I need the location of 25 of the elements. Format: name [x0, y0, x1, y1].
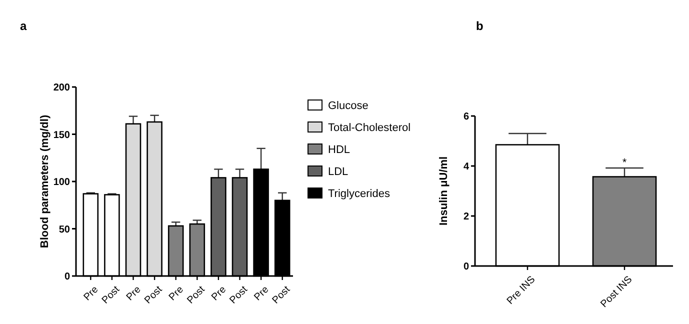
x-tick-label: Pre — [167, 284, 186, 304]
y-tick-label: 100 — [53, 177, 70, 188]
chart-title: a — [20, 19, 27, 33]
legend-label: Total-Cholesterol — [328, 122, 411, 134]
y-tick-label: 2 — [463, 212, 470, 222]
y-axis-title: Insulin μU/ml — [438, 156, 450, 226]
legend-label: Triglycerides — [328, 188, 390, 200]
legend-label: Glucose — [328, 100, 368, 112]
y-tick-label: 150 — [53, 130, 70, 141]
y-tick-label: 0 — [463, 262, 470, 272]
y-tick-label: 50 — [58, 224, 70, 236]
annotation: * — [622, 157, 628, 169]
y-tick-label: 6 — [463, 112, 470, 122]
y-tick-label: 200 — [53, 82, 70, 94]
chart-title: b — [476, 19, 484, 33]
x-tick-label: Pre — [210, 284, 229, 304]
y-tick-label: 0 — [64, 272, 70, 282]
legend-label: HDL — [328, 144, 350, 156]
y-tick-label: 4 — [463, 162, 470, 172]
y-axis-title: Blood parameters (mg/dl) — [39, 114, 51, 248]
legend-label: LDL — [328, 166, 348, 178]
x-tick-label: Pre — [82, 284, 102, 304]
x-tick-label: Pre INS — [505, 274, 538, 307]
x-tick-label: Pre — [252, 284, 272, 304]
x-tick-label: Pre — [124, 284, 144, 304]
